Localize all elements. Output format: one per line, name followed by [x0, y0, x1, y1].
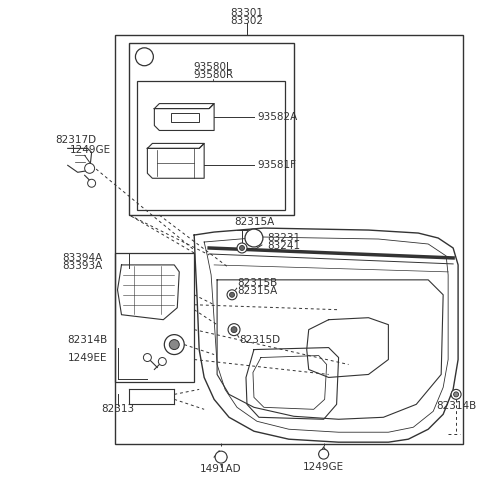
Text: 83241: 83241	[267, 241, 300, 251]
Text: 1249EE: 1249EE	[68, 352, 107, 363]
Text: 82314B: 82314B	[436, 401, 476, 411]
Text: a: a	[251, 233, 257, 243]
Text: 82313: 82313	[101, 405, 134, 414]
Text: 93581F: 93581F	[257, 161, 296, 170]
Circle shape	[215, 451, 227, 463]
Circle shape	[158, 358, 166, 366]
Circle shape	[169, 340, 179, 349]
Text: 82315B: 82315B	[237, 278, 277, 288]
Text: 1491AD: 1491AD	[200, 464, 242, 474]
Text: 83394A: 83394A	[62, 253, 103, 263]
Text: 82317D: 82317D	[55, 136, 96, 145]
Circle shape	[237, 243, 247, 253]
Text: 83393A: 83393A	[62, 261, 103, 271]
Bar	[137, 81, 285, 210]
Bar	[115, 35, 463, 444]
Circle shape	[231, 326, 237, 333]
Text: a: a	[142, 52, 147, 62]
Circle shape	[240, 245, 244, 250]
Circle shape	[454, 392, 458, 397]
Circle shape	[245, 229, 263, 247]
Circle shape	[229, 292, 235, 297]
Text: 93580R: 93580R	[193, 70, 233, 80]
Bar	[115, 253, 194, 383]
Circle shape	[84, 163, 95, 173]
Circle shape	[227, 290, 237, 300]
Circle shape	[319, 449, 329, 459]
Circle shape	[144, 353, 151, 362]
Circle shape	[451, 389, 461, 399]
Text: 1249GE: 1249GE	[70, 145, 111, 155]
Text: 83231: 83231	[267, 233, 300, 243]
Text: 93580L: 93580L	[194, 62, 232, 72]
Text: 82314B: 82314B	[68, 335, 108, 345]
Text: 83302: 83302	[230, 16, 264, 26]
Text: 82315A: 82315A	[234, 217, 274, 227]
Circle shape	[88, 179, 96, 187]
Bar	[130, 43, 294, 215]
Text: 82315A: 82315A	[237, 286, 277, 296]
Bar	[171, 113, 199, 122]
Text: 93582A: 93582A	[257, 112, 297, 122]
Text: 82315D: 82315D	[239, 335, 280, 345]
Text: 1249GE: 1249GE	[303, 462, 344, 472]
Circle shape	[164, 335, 184, 355]
Circle shape	[135, 48, 154, 66]
Circle shape	[228, 324, 240, 336]
Text: 83301: 83301	[230, 8, 264, 18]
